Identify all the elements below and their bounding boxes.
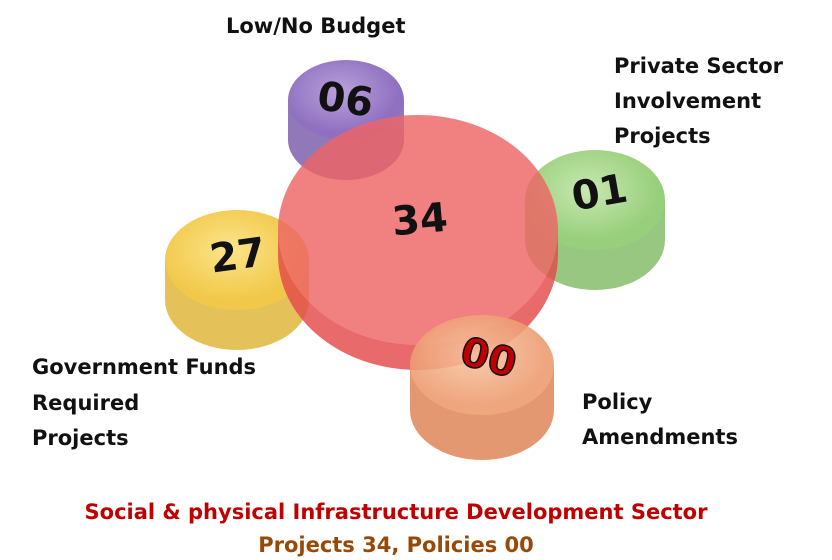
node-value: 27: [207, 229, 269, 282]
node-label: Projects: [32, 426, 129, 450]
node-value: 06: [315, 73, 377, 126]
disc-private-sector: [525, 150, 665, 290]
caption-subtitle: Projects 34, Policies 00: [258, 533, 534, 557]
node-value: 01: [568, 166, 631, 221]
node-label: Low/No Budget: [226, 14, 406, 38]
center-value: 34: [390, 195, 449, 246]
caption-title: Social & physical Infrastructure Develop…: [85, 500, 709, 524]
node-label: Amendments: [582, 425, 738, 449]
disc-government-funds: [165, 210, 309, 350]
node-label: Required: [32, 391, 139, 415]
node-label: Government Funds: [32, 355, 256, 379]
disc-policy: [410, 315, 554, 460]
node-label: Involvement: [614, 89, 761, 113]
node-label: Policy: [582, 390, 653, 414]
node-label: Private Sector: [614, 54, 784, 78]
node-label: Projects: [614, 124, 711, 148]
